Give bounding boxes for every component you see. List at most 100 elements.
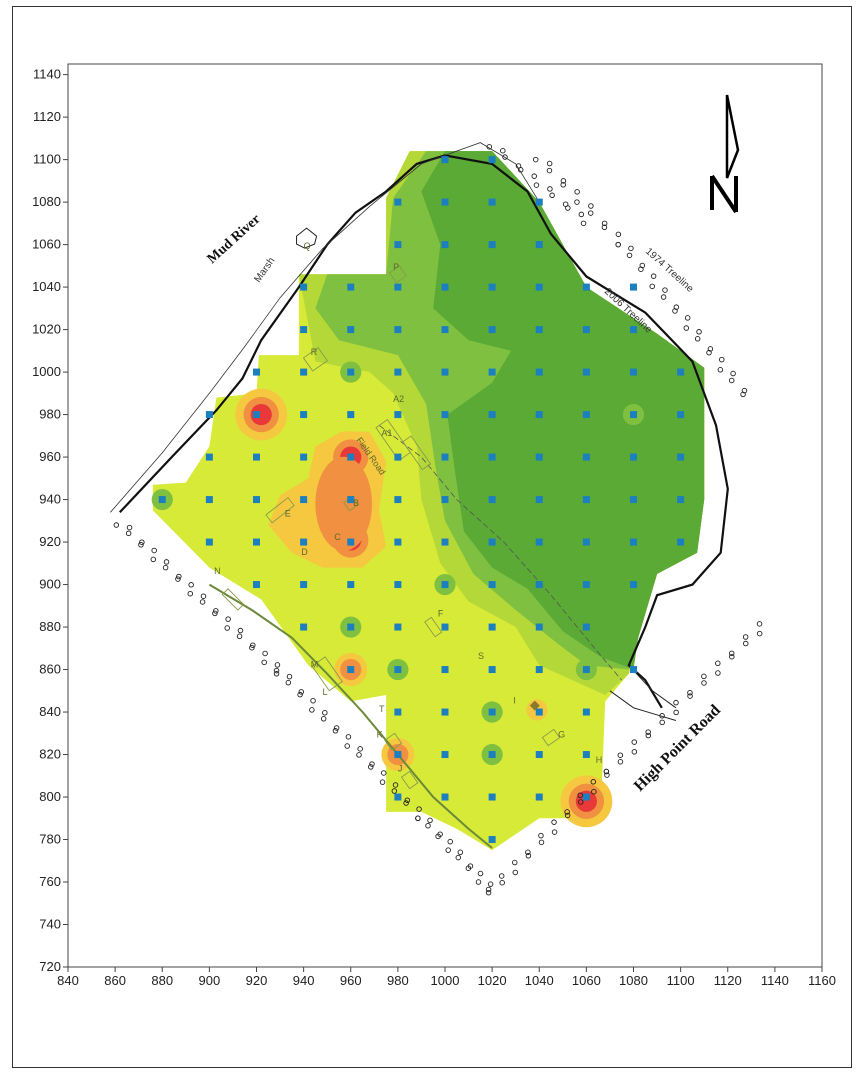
tree-icon bbox=[525, 849, 531, 856]
sample-point bbox=[394, 411, 402, 419]
building-label: K bbox=[377, 730, 383, 740]
tree-icon bbox=[683, 325, 690, 331]
tree-icon bbox=[756, 621, 763, 627]
sample-point bbox=[535, 708, 543, 716]
sample-point bbox=[300, 538, 308, 546]
tree-icon bbox=[427, 817, 433, 824]
site-boundary-line bbox=[118, 154, 729, 709]
sample-point bbox=[347, 368, 355, 376]
building-label: B bbox=[353, 498, 359, 508]
sample-point bbox=[535, 666, 543, 674]
tree-icon bbox=[662, 287, 668, 293]
sample-point bbox=[205, 453, 213, 461]
tree-icon bbox=[659, 719, 665, 726]
tree-icon bbox=[533, 182, 540, 188]
tree-icon bbox=[538, 839, 545, 846]
sample-point bbox=[205, 496, 213, 504]
tree-icon bbox=[249, 644, 255, 651]
sample-point bbox=[441, 666, 449, 674]
sample-point bbox=[582, 283, 590, 291]
sample-point bbox=[441, 368, 449, 376]
tree-icon bbox=[549, 192, 555, 199]
sample-point bbox=[582, 708, 590, 716]
sample-point bbox=[488, 538, 496, 546]
building-outline bbox=[400, 770, 419, 790]
sample-point bbox=[582, 793, 590, 801]
sample-point bbox=[394, 496, 402, 504]
tree-icon bbox=[742, 634, 749, 640]
tree-icon bbox=[212, 610, 218, 617]
sample-point bbox=[582, 453, 590, 461]
x-tick-label: 1120 bbox=[714, 973, 742, 988]
sample-point bbox=[535, 623, 543, 631]
sample-point bbox=[582, 751, 590, 759]
tree-icon bbox=[475, 879, 482, 885]
x-tick-label: 1160 bbox=[808, 973, 836, 988]
tree-icon bbox=[416, 806, 422, 812]
sample-point bbox=[347, 453, 355, 461]
sample-point bbox=[630, 411, 637, 419]
tree-icon bbox=[356, 752, 362, 758]
tree-icon bbox=[237, 627, 244, 634]
building-label: I bbox=[513, 696, 516, 706]
tree-icon bbox=[546, 167, 553, 174]
building-label: C bbox=[334, 532, 341, 542]
tree-icon bbox=[138, 542, 144, 548]
tree-icon bbox=[532, 156, 539, 163]
tree-icon bbox=[578, 211, 585, 218]
sample-point bbox=[488, 241, 496, 249]
tree-icon bbox=[286, 673, 293, 680]
sample-point bbox=[441, 581, 449, 589]
tree-icon bbox=[297, 691, 303, 698]
tree-icon bbox=[309, 707, 315, 713]
sample-point bbox=[677, 496, 685, 504]
tree-icon bbox=[546, 160, 553, 167]
x-axis-ticks: 840 860 880 900 920 940 960 980 1000 1020 1040 1060… bbox=[57, 967, 836, 988]
tree-icon bbox=[587, 210, 594, 216]
inner-trail-line bbox=[208, 583, 493, 849]
y-tick-label: 1020 bbox=[32, 322, 61, 337]
tree-icon bbox=[577, 792, 583, 799]
sample-point bbox=[535, 453, 543, 461]
sample-point bbox=[300, 411, 308, 419]
tree-icon bbox=[273, 671, 280, 677]
sample-point bbox=[488, 368, 496, 376]
sample-point bbox=[677, 538, 685, 546]
tree-icon bbox=[344, 743, 350, 749]
sample-point bbox=[677, 453, 685, 461]
tree-icon bbox=[486, 144, 493, 150]
tree-icon bbox=[701, 680, 707, 686]
tree-icon bbox=[538, 832, 544, 839]
tree-icon bbox=[498, 873, 505, 879]
tree-icon bbox=[730, 370, 736, 377]
sample-point bbox=[582, 538, 590, 546]
sample-point bbox=[582, 411, 590, 419]
sample-point bbox=[300, 581, 308, 589]
x-tick-label: 880 bbox=[151, 973, 173, 988]
y-tick-label: 800 bbox=[39, 789, 61, 804]
tree-icon bbox=[684, 315, 691, 321]
sample-point bbox=[394, 283, 402, 291]
y-tick-label: 920 bbox=[39, 534, 61, 549]
sample-point bbox=[488, 793, 496, 801]
y-tick-label: 880 bbox=[39, 619, 61, 634]
tree-icon bbox=[224, 625, 230, 631]
tree-icon bbox=[687, 693, 693, 699]
sample-point bbox=[488, 453, 496, 461]
tree-icon bbox=[285, 679, 292, 686]
y-axis-ticks: 720 740 760 780 800 820 840 860 880 900 920 940 960 9… bbox=[32, 67, 68, 974]
tree-icon bbox=[560, 182, 566, 188]
tree-icon bbox=[125, 530, 132, 537]
hotspot bbox=[235, 388, 288, 441]
sample-point bbox=[300, 496, 308, 504]
y-tick-label: 1140 bbox=[33, 67, 61, 82]
building-label: D bbox=[301, 547, 308, 557]
building-label: F bbox=[438, 608, 444, 618]
tree-icon bbox=[719, 356, 725, 363]
y-tick-label: 840 bbox=[39, 704, 61, 719]
tree-icon bbox=[672, 308, 678, 314]
tree-icon bbox=[250, 642, 256, 648]
tree-icon bbox=[729, 653, 735, 660]
sample-point bbox=[441, 241, 449, 249]
tree-icon bbox=[502, 154, 508, 160]
